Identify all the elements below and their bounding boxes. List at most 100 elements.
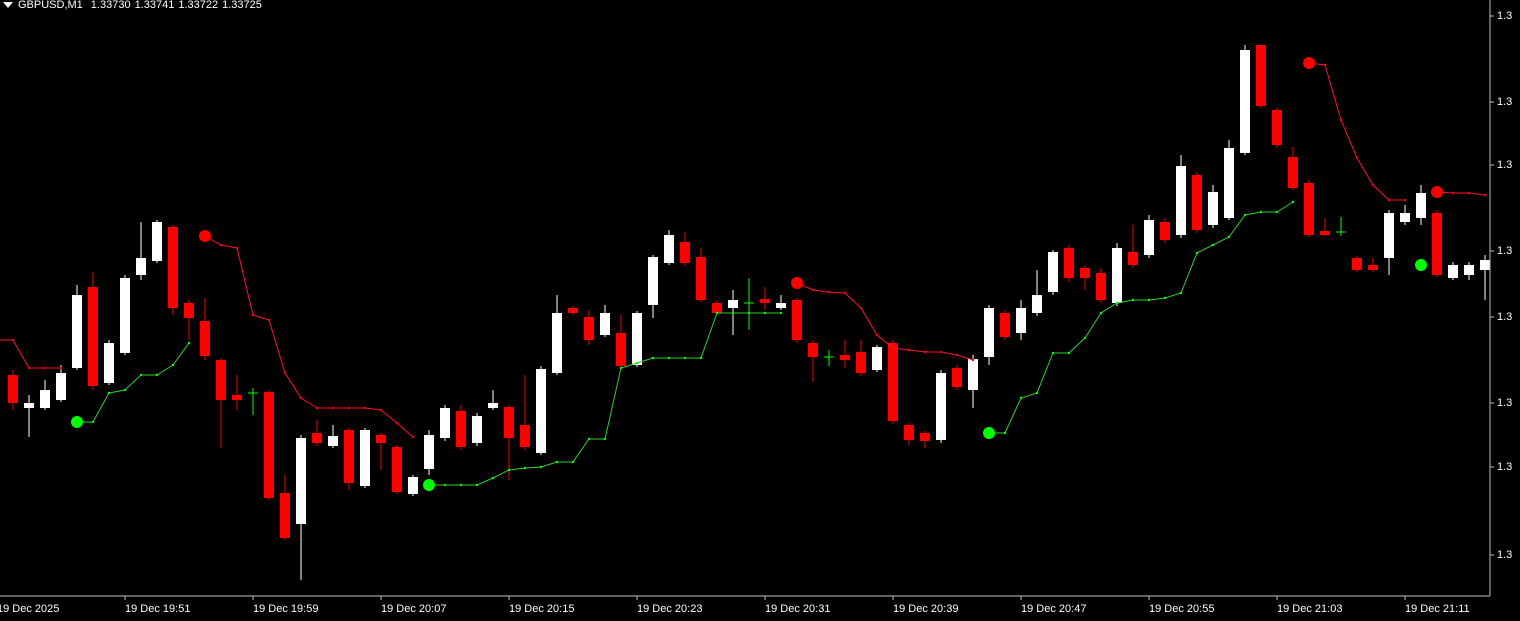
candle-body	[1320, 231, 1330, 235]
candle-body	[1016, 308, 1026, 333]
candle-body	[1048, 252, 1058, 292]
candle-body	[1096, 273, 1106, 300]
resistance-dot	[27, 366, 31, 370]
candle-body	[1176, 166, 1186, 235]
resistance-dot	[811, 288, 815, 292]
candle-body	[136, 258, 146, 275]
resistance-dot	[11, 338, 15, 342]
candle-body	[776, 303, 786, 308]
candle-body	[1256, 45, 1266, 106]
support-dot	[1243, 213, 1247, 217]
candle-body	[1080, 268, 1090, 278]
support-dot	[443, 483, 447, 487]
resistance-dot	[827, 290, 831, 294]
candle-body	[440, 408, 450, 438]
support-dot	[1067, 351, 1071, 355]
support-signal-dot	[71, 416, 83, 428]
candle-body	[1432, 213, 1442, 275]
resistance-dot	[315, 406, 319, 410]
x-tick-label: 19 Dec 2025	[0, 603, 59, 615]
candle-body	[1240, 50, 1250, 153]
candle-body	[56, 373, 66, 400]
candle-body	[1368, 265, 1378, 270]
candle-body	[152, 222, 162, 261]
candle-body	[296, 438, 306, 524]
candle-body	[664, 235, 674, 263]
candle-body	[312, 433, 322, 443]
candle-body	[232, 395, 242, 400]
support-dot	[571, 460, 575, 464]
candle-body	[1304, 183, 1314, 235]
support-dot	[1163, 296, 1167, 300]
candle-body	[104, 343, 114, 383]
candle-body	[24, 403, 34, 408]
resistance-dot	[923, 350, 927, 354]
support-dot	[491, 476, 495, 480]
resistance-dot	[1371, 183, 1375, 187]
support-dot	[1051, 351, 1055, 355]
x-tick-label: 19 Dec 20:07	[381, 603, 446, 615]
candle-body	[904, 425, 914, 440]
candle-body	[712, 303, 722, 313]
resistance-dot	[43, 366, 47, 370]
candle-body	[168, 227, 178, 308]
resistance-signal-dot	[199, 230, 211, 242]
support-signal-dot	[1415, 259, 1427, 271]
candle-body	[1000, 313, 1010, 337]
candle-body	[1448, 265, 1458, 278]
y-tick-label: 1.3	[1497, 397, 1512, 409]
support-dot	[123, 388, 127, 392]
support-dot	[731, 311, 735, 315]
candle-body	[1400, 213, 1410, 222]
support-dot	[475, 483, 479, 487]
support-signal-dot	[423, 479, 435, 491]
candle-body	[536, 369, 546, 453]
resistance-dot	[379, 408, 383, 412]
resistance-dot	[283, 371, 287, 375]
resistance-dot	[859, 306, 863, 310]
candle-body	[72, 295, 82, 368]
collapse-arrow[interactable]	[3, 2, 13, 8]
x-tick-label: 19 Dec 20:55	[1149, 603, 1214, 615]
candle-body	[1144, 220, 1154, 255]
support-dot	[619, 366, 623, 370]
support-dot	[715, 311, 719, 315]
candle-body	[184, 303, 194, 318]
symbol-title: GBPUSD,M1	[18, 0, 83, 11]
resistance-dot	[363, 406, 367, 410]
support-dot	[1003, 431, 1007, 435]
candle-body	[8, 375, 18, 403]
support-dot	[155, 373, 159, 377]
support-dot	[1211, 243, 1215, 247]
candle-body	[392, 447, 402, 492]
support-dot	[683, 356, 687, 360]
resistance-signal-dot	[791, 277, 803, 289]
candle-body	[584, 317, 594, 340]
support-dot	[1099, 311, 1103, 315]
resistance-dot	[331, 406, 335, 410]
candle-body	[888, 343, 898, 421]
plot-area	[0, 45, 1490, 580]
resistance-dot	[1355, 156, 1359, 160]
candle-body	[456, 411, 466, 447]
candle-body	[1384, 213, 1394, 258]
candle-body	[696, 257, 706, 300]
candle-body	[1288, 157, 1298, 188]
resistance-dot	[235, 246, 239, 250]
candle-body	[200, 321, 210, 356]
candle-body	[328, 436, 338, 446]
resistance-dot	[1483, 193, 1487, 197]
support-dot	[1227, 235, 1231, 239]
candle-body	[968, 359, 978, 390]
resistance-signal-dot	[1431, 186, 1443, 198]
resistance-dot	[1451, 191, 1455, 195]
support-dot	[507, 468, 511, 472]
resistance-dot	[907, 348, 911, 352]
y-tick-label: 1.3	[1497, 96, 1512, 108]
candle-body	[1032, 295, 1042, 313]
candle-body	[648, 257, 658, 305]
resistance-signal-dot	[1303, 57, 1315, 69]
